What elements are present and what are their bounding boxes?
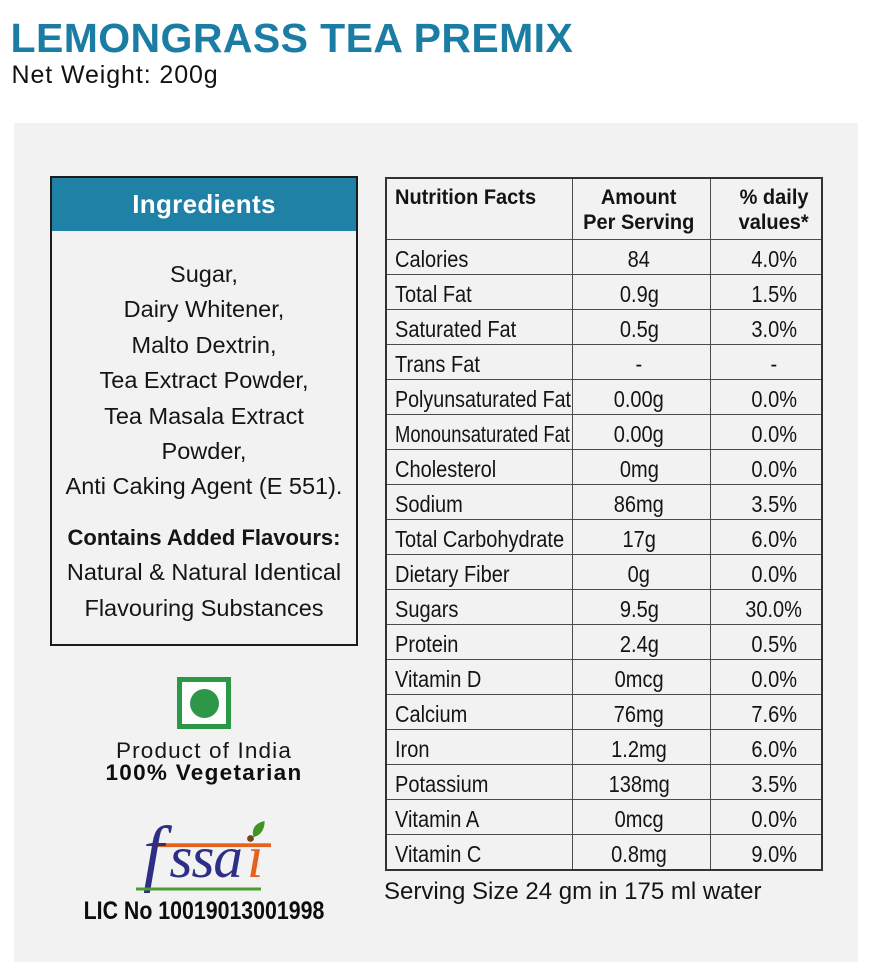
svg-text:ssa: ssa bbox=[170, 824, 242, 890]
svg-text:f: f bbox=[143, 815, 173, 894]
